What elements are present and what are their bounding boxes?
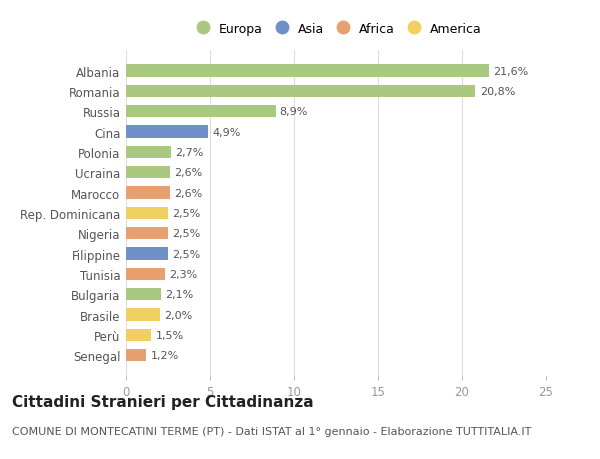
- Text: 2,0%: 2,0%: [164, 310, 192, 320]
- Text: 2,5%: 2,5%: [172, 229, 200, 239]
- Text: 2,6%: 2,6%: [174, 188, 202, 198]
- Bar: [126, 167, 170, 179]
- Text: 8,9%: 8,9%: [280, 107, 308, 117]
- Bar: [126, 349, 146, 362]
- Text: 2,1%: 2,1%: [166, 290, 194, 300]
- Bar: [126, 329, 151, 341]
- Text: 4,9%: 4,9%: [212, 127, 241, 137]
- Bar: [126, 289, 161, 301]
- Bar: [126, 187, 170, 199]
- Text: Cittadini Stranieri per Cittadinanza: Cittadini Stranieri per Cittadinanza: [12, 394, 314, 409]
- Bar: [126, 85, 475, 98]
- Bar: [126, 309, 160, 321]
- Text: 2,3%: 2,3%: [169, 269, 197, 279]
- Text: 2,5%: 2,5%: [172, 208, 200, 218]
- Text: 2,7%: 2,7%: [176, 148, 204, 157]
- Text: 2,6%: 2,6%: [174, 168, 202, 178]
- Text: 21,6%: 21,6%: [493, 67, 529, 76]
- Bar: [126, 268, 164, 280]
- Bar: [126, 126, 208, 138]
- Legend: Europa, Asia, Africa, America: Europa, Asia, Africa, America: [185, 17, 487, 40]
- Text: 20,8%: 20,8%: [479, 87, 515, 97]
- Text: 1,2%: 1,2%: [151, 351, 179, 360]
- Bar: [126, 228, 168, 240]
- Text: 2,5%: 2,5%: [172, 249, 200, 259]
- Bar: [126, 207, 168, 219]
- Bar: [126, 248, 168, 260]
- Bar: [126, 65, 489, 78]
- Bar: [126, 146, 172, 159]
- Text: 1,5%: 1,5%: [155, 330, 184, 340]
- Text: COMUNE DI MONTECATINI TERME (PT) - Dati ISTAT al 1° gennaio - Elaborazione TUTTI: COMUNE DI MONTECATINI TERME (PT) - Dati …: [12, 426, 532, 436]
- Bar: [126, 106, 275, 118]
